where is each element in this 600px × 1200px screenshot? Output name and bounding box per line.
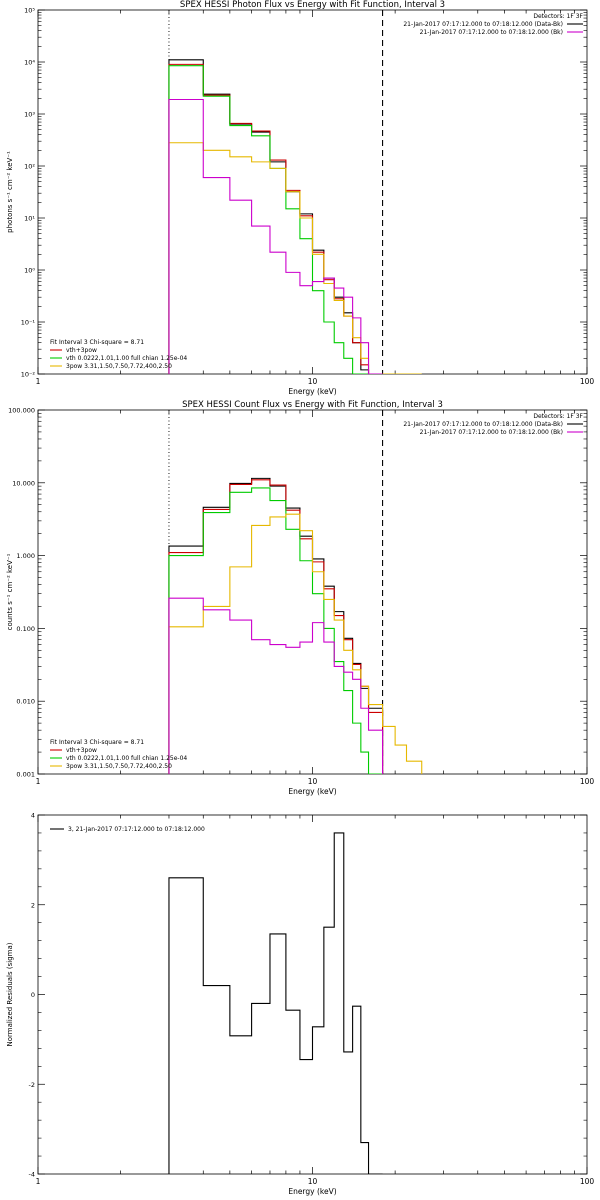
- legend-entry-label: 21-Jan-2017 07:17:12.000 to 07:18:12.000…: [403, 21, 563, 28]
- series-4-line: [168, 142, 422, 374]
- legend-detectors: Detectors: 1F 3F: [533, 13, 583, 20]
- x-tick-label: 10: [308, 1177, 318, 1186]
- chart-title: SPEX HESSI Count Flux vs Energy with Fit…: [182, 400, 443, 410]
- x-axis-label: Energy (keV): [288, 1187, 336, 1196]
- y-tick-label: 2: [31, 901, 35, 909]
- y-tick-label: 10⁴: [24, 59, 35, 67]
- panel-3: 1 10 100 Energy (keV) -4 -2 0 2 4 Normalized Resi…: [6, 812, 594, 1197]
- series-1-line: [168, 59, 383, 374]
- legend-entry-label: 21-Jan-2017 07:17:12.000 to 07:18:12.000…: [403, 421, 563, 428]
- legend-fit-label: 3pow 3.31,1.50,7.50,7.72,400,2.50: [66, 763, 172, 770]
- x-tick-label: 10: [308, 377, 318, 386]
- legend-fit-label: vth 0.0222,1.01,1.00 full chian 1.25e-04: [66, 355, 187, 362]
- y-tick-label: 10⁻¹: [21, 319, 36, 327]
- legend-label: 3, 21-Jan-2017 07:17:12.000 to 07:18:12.…: [68, 826, 205, 833]
- legend-entry-label: 21-Jan-2017 07:17:12.000 to 07:18:12.000…: [420, 29, 563, 36]
- y-tick-label: 1.000: [16, 552, 35, 560]
- series-4-line: [168, 513, 423, 774]
- y-tick-label: 0.001: [16, 771, 35, 779]
- series-group: [168, 832, 383, 1174]
- y-axis-label: counts s⁻¹ cm⁻² keV⁻¹: [6, 553, 14, 630]
- legend-fit-header: Fit Interval 3 Chi-square = 8.71: [50, 739, 144, 746]
- x-tick-label: 100: [580, 1177, 595, 1186]
- plot-frame: [37, 814, 588, 1175]
- y-axis-label: photons s⁻¹ cm⁻² keV⁻¹: [6, 151, 14, 233]
- series-5-line: [168, 98, 383, 374]
- x-tick-label: 10: [308, 777, 318, 786]
- series-5-line: [168, 597, 384, 774]
- y-tick-label: 10³: [24, 111, 35, 119]
- series-2-line: [168, 63, 383, 374]
- y-tick-label: -2: [29, 1081, 35, 1089]
- legend-fit-label: vth+3pow: [66, 747, 97, 754]
- series-3-line: [168, 65, 369, 374]
- y-axis-label: Normalized Residuals (sigma): [6, 942, 14, 1046]
- x-tick-label: 100: [580, 377, 595, 386]
- x-tick-label: 1: [36, 777, 41, 786]
- y-tick-label: 10¹: [24, 215, 35, 223]
- legend-entry-label: 21-Jan-2017 07:17:12.000 to 07:18:12.000…: [420, 429, 563, 436]
- plot-frame: [37, 9, 588, 375]
- y-tick-label: 10²: [24, 163, 35, 171]
- series-group: [168, 477, 423, 774]
- y-tick-label: 10⁵: [24, 7, 35, 15]
- legend-fit-label: vth 0.0222,1.01,1.00 full chian 1.25e-04: [66, 755, 187, 762]
- legend-detectors: Detectors: 1F 3F: [533, 413, 583, 420]
- chart-title: SPEX HESSI Photon Flux vs Energy with Fi…: [180, 0, 445, 10]
- x-tick-label: 100: [580, 777, 595, 786]
- series-1-line: [168, 832, 383, 1174]
- y-tick-label: 100.000: [8, 407, 35, 415]
- series-3-line: [168, 487, 383, 774]
- series-1-line: [168, 477, 384, 774]
- x-axis-label: Energy (keV): [288, 387, 336, 396]
- y-tick-label: 10⁻²: [21, 371, 36, 379]
- x-tick-label: 1: [36, 377, 41, 386]
- y-tick-label: 10⁰: [24, 267, 35, 275]
- x-tick-label: 1: [36, 1177, 41, 1186]
- y-tick-label: 10.000: [12, 479, 35, 487]
- y-tick-label: 4: [31, 812, 35, 820]
- y-tick-label: -4: [29, 1171, 35, 1179]
- y-tick-label: 0: [31, 991, 35, 999]
- legend-fit-label: vth+3pow: [66, 347, 97, 354]
- panel-2: SPEX HESSI Count Flux vs Energy with Fit…: [6, 400, 594, 796]
- legend-fit-label: 3pow 3.31,1.50,7.50,7.72,400,2.50: [66, 363, 172, 370]
- y-tick-label: 0.010: [16, 698, 35, 706]
- x-axis-label: Energy (keV): [288, 787, 336, 796]
- legend-fit-header: Fit Interval 3 Chi-square = 8.71: [50, 339, 144, 346]
- y-tick-label: 0.100: [16, 625, 35, 633]
- panel-1: SPEX HESSI Photon Flux vs Energy with Fi…: [6, 0, 594, 396]
- series-group: [168, 59, 422, 374]
